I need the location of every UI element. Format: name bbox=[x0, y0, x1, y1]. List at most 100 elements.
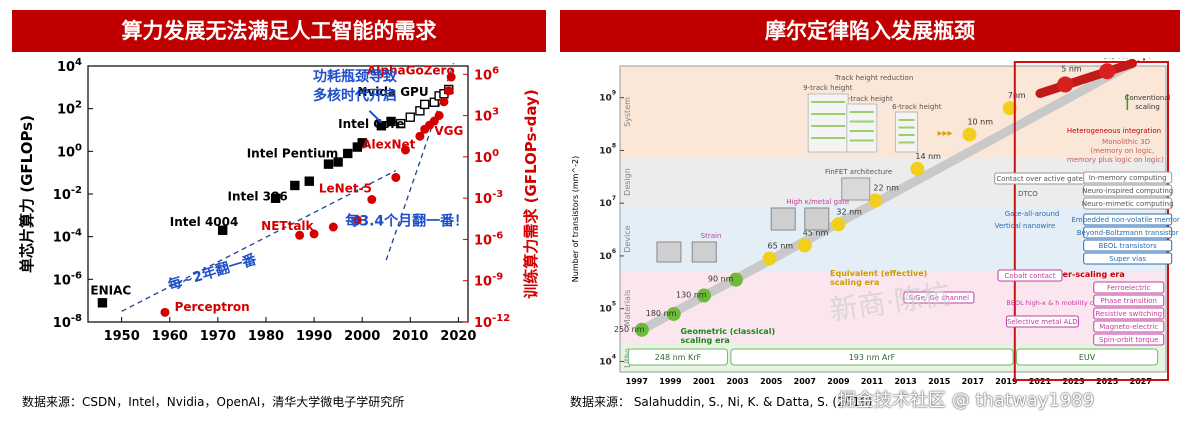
node-point bbox=[634, 322, 649, 337]
monolithic-label-2: (memory on logic, bbox=[1090, 147, 1154, 155]
node-label: 3.5 nm bbox=[1103, 58, 1131, 60]
node-label: 90 nm bbox=[708, 275, 734, 284]
node-label: 22 nm bbox=[873, 184, 899, 193]
mat-right-item: Ferroelectric bbox=[1107, 284, 1151, 292]
training-point bbox=[434, 111, 444, 121]
device-right-item: Embedded non-volatile memory bbox=[1071, 216, 1180, 224]
point-annotation: VGG bbox=[434, 124, 463, 138]
y-tick-label: 10-8 bbox=[53, 313, 82, 331]
node-point bbox=[831, 217, 846, 232]
point-annotation: AlphaGoZero bbox=[367, 63, 455, 77]
mat-item: Selective metal ALD bbox=[1007, 318, 1078, 326]
trend-tube bbox=[637, 58, 1137, 335]
right-source: 数据来源： Salahuddin, S., Ni, K. & Datta, S.… bbox=[570, 395, 873, 409]
x-tick-label: 2027 bbox=[1130, 377, 1152, 386]
y-tick-label: 104 bbox=[57, 58, 82, 75]
node-label: 250 nm bbox=[614, 325, 645, 334]
track-label: 7.5-track height bbox=[837, 95, 893, 103]
callout-3.4mo: 每3.4个月翻一番！ bbox=[345, 213, 468, 230]
y-tick-label: 109 bbox=[599, 90, 616, 104]
gflops-point bbox=[290, 180, 300, 191]
track-arrow: ▸▸▸ bbox=[938, 128, 953, 139]
era-geometric-2: scaling era bbox=[680, 336, 729, 345]
litho-label: 248 nm KrF bbox=[655, 353, 702, 362]
x-tick-label: 2019 bbox=[995, 377, 1018, 386]
mat-right-item-box bbox=[1093, 294, 1165, 307]
row-label: Litho bbox=[623, 348, 632, 368]
right-panel: 摩尔定律陷入发展瓶颈 System Design Device Materials Li… bbox=[560, 0, 1184, 426]
finfet-label: FinFET architecture bbox=[825, 168, 892, 176]
y2-tick-label: 10-3 bbox=[474, 189, 503, 207]
node-label: 65 nm bbox=[768, 242, 794, 251]
x-tick-label: 1960 bbox=[152, 329, 188, 344]
training-point bbox=[391, 172, 401, 182]
gflops-point bbox=[357, 138, 367, 148]
training-point bbox=[295, 230, 305, 240]
watermark: 掘金技术社区 @ thatway1989 bbox=[838, 390, 1095, 411]
gflops-point bbox=[386, 116, 396, 127]
row-label: System bbox=[623, 97, 632, 127]
y-axis-title: 单芯片算力 (GFLOPs) bbox=[18, 115, 36, 273]
node-point bbox=[1002, 101, 1017, 116]
system-right-item: In-memory computing bbox=[1089, 174, 1167, 182]
gflops-point bbox=[270, 193, 281, 203]
node-point bbox=[1057, 76, 1074, 93]
node-point bbox=[762, 251, 777, 266]
x-tick-label: 2025 bbox=[1096, 377, 1119, 386]
left-chart-svg: 1950 1960 1970 1980 1990 2000 2010 2020 104 102 10… bbox=[18, 57, 540, 344]
device-right-item-box bbox=[1083, 252, 1173, 265]
system-right-item-box bbox=[1083, 197, 1173, 210]
x-tick-label: 1990 bbox=[296, 329, 332, 344]
conventional-label-2: scaling bbox=[1135, 103, 1160, 111]
device-right-item: Beyond-Boltzmann transistor bbox=[1077, 229, 1179, 237]
training-point bbox=[415, 131, 425, 141]
device-right-item: Super vias bbox=[1109, 255, 1146, 263]
track-label: Track height reduction bbox=[834, 74, 913, 82]
point-annotation: Perceptron bbox=[175, 300, 250, 314]
device-right-item-box bbox=[1083, 239, 1173, 252]
training-point bbox=[309, 229, 319, 239]
node-point bbox=[728, 272, 743, 287]
strain-label: Strain bbox=[701, 232, 722, 240]
monolithic-label: Monolithic 3D bbox=[1102, 138, 1150, 146]
left-title-banner: 算力发展无法满足人工智能的需求 bbox=[12, 10, 546, 52]
gate-device bbox=[804, 207, 830, 231]
node-label: 130 nm bbox=[676, 291, 707, 300]
point-annotation: AlexNet bbox=[362, 138, 415, 152]
x-tick-label: 2010 bbox=[392, 329, 428, 344]
gflops-point bbox=[217, 225, 228, 235]
node-point bbox=[868, 193, 883, 208]
node-point bbox=[1099, 63, 1116, 80]
mat-item-box bbox=[1005, 315, 1079, 328]
y2-tick-label: 100 bbox=[474, 148, 499, 166]
mat-right-item: Magneto-electric bbox=[1099, 323, 1158, 331]
x-tick-label: 2000 bbox=[344, 329, 380, 344]
training-point bbox=[328, 222, 338, 232]
y-tick-label: 104 bbox=[599, 353, 616, 367]
era-geometric: Geometric (classical) bbox=[680, 327, 775, 336]
training-point bbox=[400, 145, 410, 155]
training-point bbox=[160, 307, 170, 317]
y-tick-label: 106 bbox=[599, 248, 616, 262]
node-label: 45 nm bbox=[803, 228, 829, 237]
x-tick-label: 1999 bbox=[659, 377, 682, 386]
point-annotation: NETtalk bbox=[261, 219, 314, 233]
node-point bbox=[666, 306, 681, 321]
callout-2yr: 每~2年翻一番 bbox=[166, 251, 259, 294]
node-label: 180 nm bbox=[646, 309, 677, 318]
trend-tube-hyper bbox=[1035, 58, 1137, 98]
y2-tick-label: 10-6 bbox=[474, 230, 503, 248]
y-tick-label: 102 bbox=[57, 100, 82, 118]
left-source: 数据来源：CSDN，Intel，Nvidia，OpenAI，清华大学微电子学研究… bbox=[22, 395, 405, 409]
training-point bbox=[439, 97, 449, 107]
x-tick-label: 2009 bbox=[827, 377, 850, 386]
callout-power-line1: 功耗瓶颈导致 bbox=[313, 68, 398, 85]
mat-right-item: Phase transition bbox=[1101, 297, 1157, 305]
heterogeneous-label: Heterogeneous integration bbox=[1067, 127, 1161, 135]
mat-item: SiGe, Ge channel bbox=[909, 294, 969, 302]
device-right-item-box bbox=[1083, 213, 1173, 226]
node-point bbox=[697, 288, 711, 303]
mat-item: Cobalt contact bbox=[1004, 272, 1055, 280]
mat-item-box bbox=[997, 269, 1063, 282]
system-right-item: Neuro-inspired computing bbox=[1082, 187, 1173, 195]
